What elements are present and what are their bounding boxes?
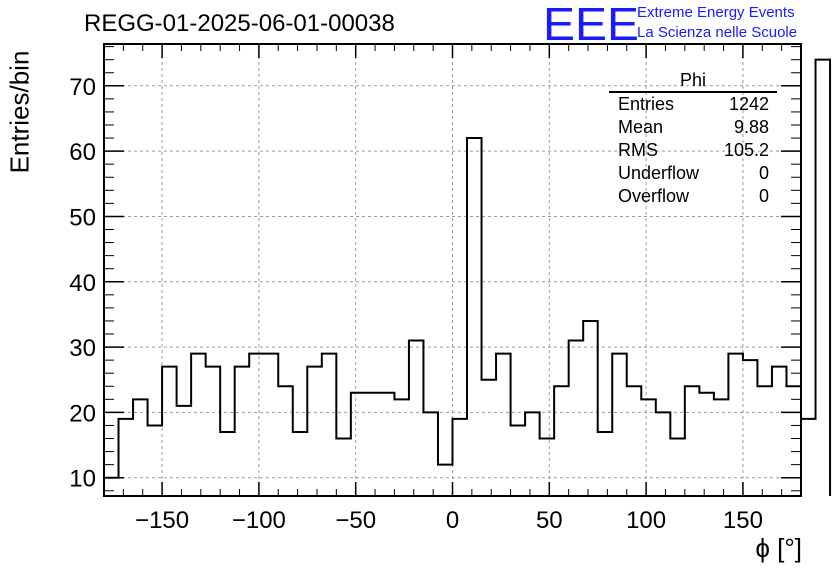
svg-text:EEE: EEE bbox=[543, 2, 639, 44]
axis-tick-labels: −150 −100 −50 0 50 100 150 10 20 30 40 50 60 70 bbox=[69, 74, 763, 534]
logo-line-1: Extreme Energy Events bbox=[637, 4, 795, 21]
y-tick-label: 50 bbox=[69, 204, 96, 231]
y-tick-label: 10 bbox=[69, 466, 96, 493]
histogram-step-line bbox=[103, 58, 832, 496]
y-tick-label: 70 bbox=[69, 74, 96, 101]
y-tick-label: 60 bbox=[69, 139, 96, 166]
stats-row-overflow: Overflow 0 bbox=[618, 186, 769, 206]
stats-row-underflow: Underflow 0 bbox=[618, 163, 769, 183]
logo-line-2: La Scienza nelle Scuole bbox=[637, 24, 798, 41]
chart-title: REGG-01-2025-06-01-00038 bbox=[84, 10, 395, 37]
x-tick-label: −150 bbox=[135, 507, 189, 534]
logo-caption: Extreme Energy Events La Scienza nelle S… bbox=[637, 3, 797, 43]
y-tick-label: 40 bbox=[69, 270, 96, 297]
stats-row-mean: Mean 9.88 bbox=[618, 117, 769, 137]
stats-box: Phi Entries 1242 Mean 9.88 RMS 105.2 Underf… bbox=[609, 70, 777, 208]
stats-name: Phi bbox=[609, 70, 777, 93]
x-tick-label: −50 bbox=[335, 507, 376, 534]
stats-row-entries: Entries 1242 bbox=[618, 94, 769, 114]
x-tick-label: 0 bbox=[446, 507, 459, 534]
x-tick-label: 100 bbox=[626, 507, 666, 534]
y-tick-label: 30 bbox=[69, 335, 96, 362]
y-tick-label: 20 bbox=[69, 400, 96, 427]
x-tick-label: 50 bbox=[536, 507, 563, 534]
stats-row-rms: RMS 105.2 bbox=[618, 140, 769, 160]
axis-ticks bbox=[104, 44, 801, 496]
x-tick-label: 150 bbox=[723, 507, 763, 534]
x-tick-label: −100 bbox=[232, 507, 286, 534]
x-axis-label: ϕ [°] bbox=[755, 533, 802, 563]
eee-logo: EEE bbox=[543, 2, 639, 44]
